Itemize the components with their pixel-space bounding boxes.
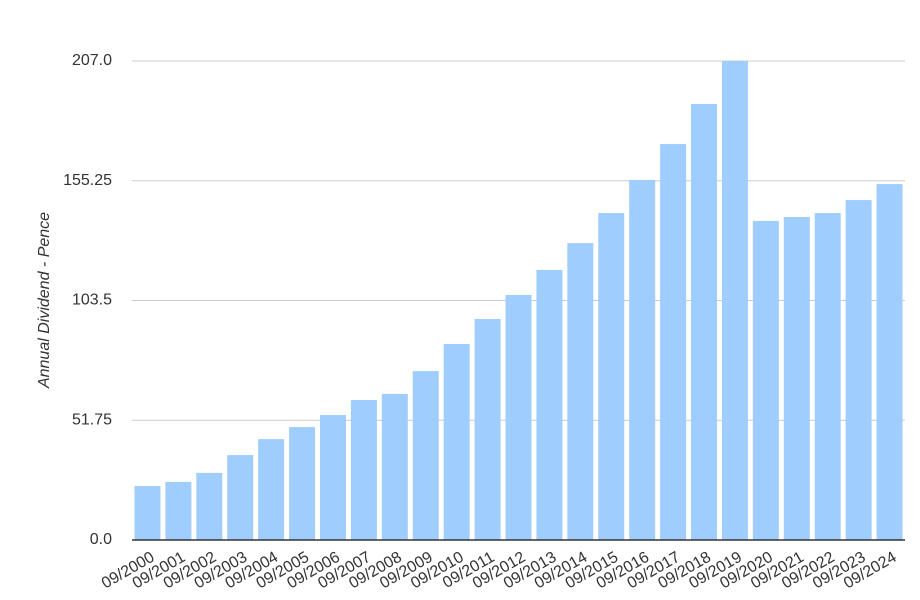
bar [474,319,501,540]
bar [629,179,656,540]
bar [876,184,903,540]
y-tick-label: 103.5 [72,292,112,309]
bar [660,144,687,541]
y-tick-label: 155.25 [63,172,112,189]
bar [505,294,532,540]
bar [598,213,625,540]
y-tick-label: 207.0 [72,52,112,69]
bar [783,216,810,541]
bar [752,220,779,540]
bar [412,371,439,540]
bar [567,243,594,541]
bar [381,393,408,540]
bar [319,415,346,540]
bar [289,427,316,540]
y-tick-label: 0.0 [90,531,112,548]
bar [536,269,563,540]
bar [691,104,718,540]
bar [443,344,470,540]
bar [227,455,254,540]
bar [196,472,223,540]
bar [165,481,192,540]
bar [845,200,872,541]
y-axis-label: Annual Dividend - Pence [36,212,53,389]
bar [350,400,377,540]
bar [134,486,161,540]
y-tick-label: 51.75 [72,411,112,428]
bar [258,439,285,540]
bar [814,213,841,540]
bar [721,61,748,540]
